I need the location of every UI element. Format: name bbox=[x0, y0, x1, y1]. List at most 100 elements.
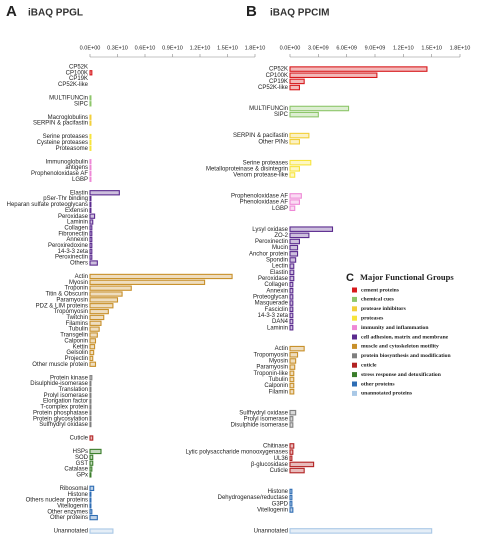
bar bbox=[89, 195, 92, 202]
category-label: Cuticle bbox=[70, 436, 89, 442]
x-tick-label: 0.0E+00 bbox=[80, 45, 101, 51]
bar bbox=[289, 263, 295, 269]
legend-swatch bbox=[352, 325, 357, 331]
category-label: MULTIFUNCin bbox=[49, 96, 88, 102]
category-label: Metalloproteinase & disintegrin bbox=[206, 166, 288, 172]
bar bbox=[89, 509, 93, 515]
bar bbox=[89, 225, 93, 231]
bar bbox=[89, 355, 94, 362]
bar bbox=[89, 392, 92, 398]
category-label: CP52K-like bbox=[58, 82, 89, 88]
bar bbox=[289, 318, 294, 325]
bar bbox=[89, 344, 96, 350]
category-label: Gelsolin bbox=[66, 350, 88, 356]
category-label: Fibronectin bbox=[58, 231, 88, 237]
category-label: Prophenoloxidase AF bbox=[231, 194, 288, 200]
bar bbox=[89, 164, 92, 171]
category-label: Peroxinectin bbox=[255, 239, 288, 245]
bar bbox=[289, 166, 300, 172]
category-label: Elongation factor bbox=[43, 399, 88, 405]
category-label: Elastin bbox=[270, 270, 288, 276]
bar bbox=[289, 449, 294, 455]
bar bbox=[89, 435, 94, 441]
category-label: Lytic polysaccharide monooxygenases bbox=[185, 450, 288, 456]
category-label: Proteasome bbox=[56, 146, 89, 152]
bar bbox=[89, 133, 92, 140]
x-tick-label: 1.2E+10 bbox=[190, 45, 211, 51]
legend-swatch bbox=[352, 315, 357, 321]
category-label: Other muscle protein bbox=[32, 362, 88, 368]
bar bbox=[289, 205, 296, 212]
category-label: Heparan sulfate proteoglycans bbox=[7, 202, 88, 208]
bar bbox=[89, 201, 92, 208]
category-label: Filamin bbox=[269, 389, 288, 395]
bar bbox=[289, 159, 312, 166]
panel-label: B bbox=[246, 3, 257, 20]
category-label: Annexin bbox=[66, 237, 88, 243]
legend-label: protease inhibitors bbox=[361, 306, 407, 312]
category-label: Myosin bbox=[69, 280, 88, 286]
category-label: Masquerade bbox=[255, 301, 289, 307]
category-label: Chitinase bbox=[263, 444, 289, 450]
bar bbox=[89, 219, 94, 225]
bar bbox=[89, 260, 98, 266]
bar bbox=[289, 269, 295, 276]
category-label: Ribosomal bbox=[60, 486, 88, 492]
category-label: Protein kinase bbox=[50, 375, 89, 381]
bar bbox=[89, 242, 93, 249]
bar bbox=[289, 422, 294, 428]
category-label: Calponin bbox=[64, 338, 88, 344]
chart-title: iBAQ PPGL bbox=[28, 8, 83, 19]
category-label: Annexin bbox=[266, 288, 288, 294]
bar bbox=[89, 380, 92, 387]
legend-label: other proteins bbox=[361, 381, 395, 387]
category-label: Actin bbox=[75, 274, 88, 280]
category-label: Twitchin bbox=[66, 315, 88, 321]
bar bbox=[89, 460, 94, 466]
category-label: Disulphide isomerase bbox=[231, 423, 289, 429]
bar bbox=[289, 251, 299, 257]
legend-swatch bbox=[352, 343, 357, 349]
legend-label: cell adhesion, matrix and membrane bbox=[361, 334, 449, 340]
bar bbox=[289, 84, 300, 91]
category-label: UL36 bbox=[274, 456, 289, 462]
category-label: Other proteins bbox=[50, 515, 88, 521]
bar bbox=[89, 326, 100, 332]
bar bbox=[89, 338, 97, 344]
category-label: Venom protease-like bbox=[233, 173, 288, 179]
category-label: pSer-Thr binding bbox=[43, 196, 88, 202]
bar bbox=[289, 132, 310, 139]
bar bbox=[289, 294, 294, 300]
category-label: PDZ & LIM proteins bbox=[36, 303, 88, 309]
category-label: SOD bbox=[75, 455, 89, 461]
legend-swatch bbox=[352, 390, 357, 396]
bar bbox=[289, 72, 378, 79]
legend-swatch bbox=[352, 306, 357, 312]
bar bbox=[89, 421, 92, 428]
category-label: GPx bbox=[76, 472, 88, 478]
bar bbox=[89, 207, 92, 213]
category-label: Troponin bbox=[65, 286, 88, 292]
category-label: SIPC bbox=[274, 112, 289, 118]
category-label: Cysteine proteases bbox=[37, 140, 88, 146]
category-label: CP19K bbox=[269, 79, 288, 85]
category-label: Serine proteases bbox=[43, 134, 88, 140]
category-label: CP19K bbox=[69, 76, 88, 82]
category-label: HSPs bbox=[73, 449, 88, 455]
category-label: LGBP bbox=[272, 206, 288, 212]
category-label: Tropomyosin bbox=[254, 352, 288, 358]
bar bbox=[89, 448, 102, 455]
bar bbox=[89, 297, 119, 303]
category-label: Calponin bbox=[264, 383, 288, 389]
category-label: Elastin bbox=[70, 190, 88, 196]
category-label: Peroxinectin bbox=[55, 255, 88, 261]
bar bbox=[89, 308, 109, 315]
category-label: Kettin bbox=[73, 344, 88, 350]
bar bbox=[289, 111, 319, 118]
legend-title: Major Functional Groups bbox=[360, 272, 454, 282]
bar bbox=[89, 386, 92, 393]
x-tick-label: 1.5E+10 bbox=[217, 45, 238, 51]
bar bbox=[89, 114, 92, 120]
category-label: Lysyl oxidase bbox=[252, 227, 288, 233]
